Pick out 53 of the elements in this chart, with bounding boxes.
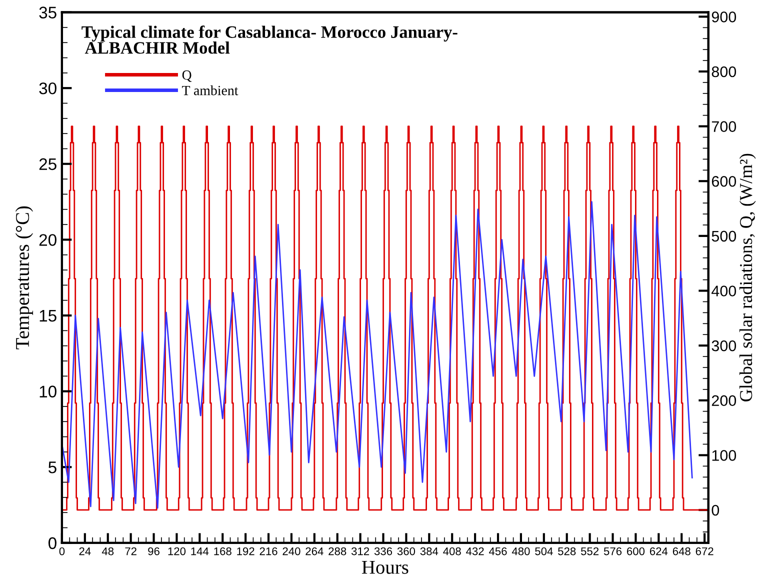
x-tick-label: 624 — [650, 547, 668, 556]
x-tick-label: 456 — [489, 547, 507, 556]
x-tick-label: 336 — [374, 547, 392, 556]
y2-tick-label: 0 — [712, 504, 720, 516]
x-tick-label: 648 — [672, 547, 690, 556]
x-tick-label: 144 — [191, 547, 209, 556]
text: Typical climate for Casablanca- Morocco January- ALBACHIR Model — [82, 26, 458, 54]
y2-tick-label: 200 — [712, 395, 736, 406]
x-tick-label: 288 — [328, 547, 346, 556]
y2-axis-title: Global solar radiations, Q, (W/m²) — [739, 154, 756, 402]
x-tick-label: 168 — [214, 547, 232, 556]
x-tick-label: 480 — [512, 547, 530, 556]
y-tick-label: 10 — [40, 386, 56, 398]
x-tick-label: 672 — [696, 547, 714, 556]
x-tick-label: 408 — [443, 547, 461, 556]
y-tick-label: 20 — [39, 234, 56, 246]
x-tick-label: 0 — [59, 547, 65, 556]
y2-tick-label: 900 — [712, 12, 736, 22]
y2-tick-label: 300 — [712, 340, 736, 352]
x-tick-label: 72 — [125, 547, 136, 556]
legend-label: T ambient — [182, 85, 238, 96]
y-tick-label: 30 — [39, 82, 56, 94]
y2-tick-label: 100 — [712, 450, 736, 461]
y-tick-label: 25 — [39, 158, 56, 170]
x-tick-label: 264 — [306, 547, 324, 556]
legend-label: Q — [182, 70, 192, 82]
x-tick-label: 48 — [102, 547, 114, 556]
line-series — [62, 201, 693, 509]
y2-tick-label: 500 — [712, 230, 736, 242]
x-tick-label: 384 — [420, 547, 438, 556]
y2-tick-label: 800 — [712, 66, 736, 78]
y-tick-label: 5 — [48, 462, 56, 474]
x-tick-label: 504 — [535, 547, 553, 556]
y-tick-label: 35 — [39, 6, 56, 18]
x-tick-label: 576 — [604, 547, 622, 556]
y2-tick-label: 700 — [712, 121, 736, 132]
x-axis-title: Hours — [362, 560, 408, 574]
y-tick-label: 15 — [40, 310, 56, 322]
x-tick-label: 528 — [558, 547, 576, 556]
x-tick-label: 120 — [168, 547, 186, 556]
x-tick-label: 432 — [466, 547, 484, 556]
x-tick-label: 216 — [260, 547, 278, 556]
x-tick-label: 192 — [237, 547, 254, 556]
x-tick-label: 240 — [282, 547, 300, 556]
x-tick-label: 360 — [397, 547, 416, 556]
x-tick-label: 24 — [79, 547, 91, 556]
x-tick-label: 552 — [580, 547, 599, 556]
y-axis-title: Temperatures (°C) — [15, 206, 34, 350]
x-tick-label: 96 — [148, 547, 160, 556]
x-tick-label: 312 — [351, 547, 370, 556]
y2-tick-label: 400 — [712, 286, 736, 296]
y2-tick-label: 600 — [712, 176, 736, 187]
x-tick-label: 600 — [627, 547, 645, 556]
